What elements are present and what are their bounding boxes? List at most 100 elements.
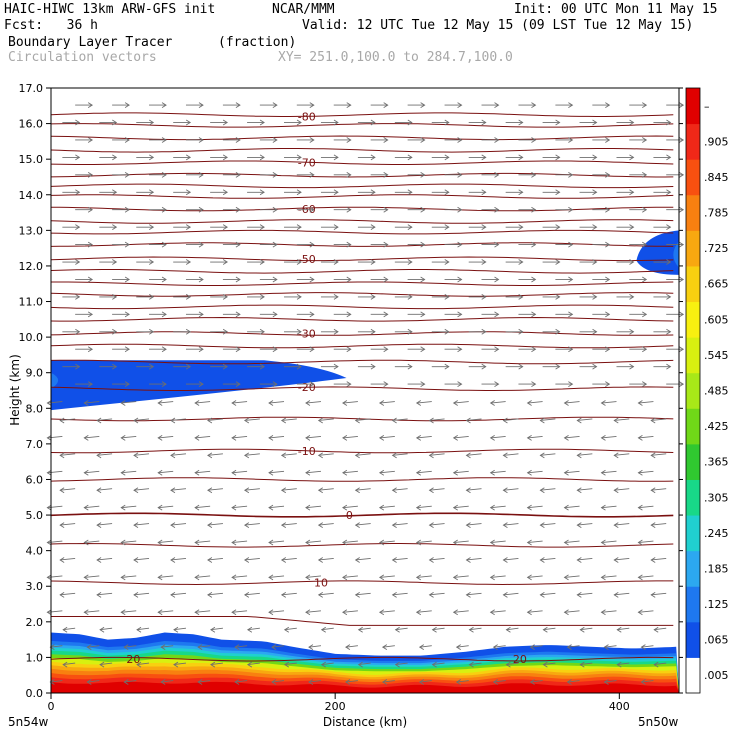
isotherm-label: -50: [298, 253, 316, 266]
circulation-vector: [284, 363, 302, 370]
circulation-vector: [354, 522, 371, 528]
circulation-vector: [394, 363, 413, 370]
colorbar-swatch: [686, 301, 700, 338]
circulation-vector: [378, 574, 395, 581]
circulation-vector: [244, 417, 260, 424]
circulation-vector: [268, 539, 285, 546]
circulation-vector: [62, 328, 81, 335]
circulation-vector: [112, 137, 130, 143]
isotherm-line: [50, 304, 674, 310]
circulation-vector: [468, 259, 487, 265]
circulation-vector: [566, 679, 580, 685]
circulation-vector: [247, 661, 260, 668]
circulation-vector: [579, 154, 598, 161]
circulation-vector: [407, 311, 426, 318]
colorbar-swatch: [686, 408, 700, 445]
circulation-vector: [305, 435, 321, 441]
circulation-vector: [600, 400, 617, 406]
isotherm-line: [50, 580, 674, 586]
circulation-vector: [283, 626, 297, 633]
circulation-vector: [280, 487, 297, 494]
circulation-vector: [370, 381, 389, 387]
circulation-vector: [542, 661, 556, 668]
circulation-vector: [444, 137, 463, 143]
circulation-vector: [268, 504, 285, 511]
circulation-vector: [592, 102, 611, 108]
circulation-vector: [231, 400, 248, 406]
circulation-vector: [555, 346, 574, 353]
circulation-vector: [555, 311, 574, 318]
isotherm-label: -80: [298, 110, 316, 123]
circulation-vector: [170, 522, 187, 528]
circulation-vector: [259, 171, 278, 178]
circulation-vector: [616, 328, 635, 335]
x-tick-label: 0: [48, 700, 55, 713]
circulation-vector: [317, 522, 334, 528]
circulation-vector: [444, 171, 463, 178]
y-tick-label: 15.0: [19, 153, 44, 166]
circulation-vector: [542, 154, 561, 161]
circulation-vector: [613, 452, 630, 459]
circulation-vector: [342, 435, 358, 441]
circulation-vector: [415, 469, 432, 476]
circulation-vector: [357, 294, 376, 300]
circulation-vector: [59, 591, 76, 598]
circulation-vector: [320, 189, 339, 196]
isotherm-label: -10: [298, 445, 316, 458]
circulation-vector: [468, 328, 487, 335]
circulation-vector: [431, 154, 450, 161]
circulation-vector: [518, 137, 537, 143]
circulation-vector: [207, 522, 223, 528]
circulation-vector: [666, 102, 685, 108]
circulation-vector: [640, 679, 654, 685]
circulation-vector: [616, 259, 635, 265]
circulation-vector: [489, 504, 506, 511]
field-name: Boundary Layer Tracer: [8, 35, 173, 50]
circulation-vector: [62, 363, 81, 370]
circulation-vector: [210, 154, 228, 161]
colorbar-label: .185: [704, 562, 729, 575]
circulation-vector: [160, 644, 174, 651]
circulation-vector: [112, 171, 130, 178]
circulation-vector: [579, 363, 598, 370]
colorbar-label: .005: [704, 669, 729, 682]
circulation-vector: [539, 487, 556, 494]
circulation-vector: [170, 452, 187, 459]
circulation-vector: [136, 626, 150, 633]
isotherm-line: [50, 386, 674, 391]
circulation-vector: [320, 661, 334, 668]
circulation-vector: [345, 679, 358, 685]
circulation-vector: [133, 417, 150, 424]
circulation-vector: [75, 102, 94, 108]
colorbar-swatch: [686, 159, 700, 196]
circulation-vector: [49, 644, 63, 651]
circulation-vector: [222, 346, 241, 353]
circulation-vector: [481, 276, 500, 283]
circulation-vector: [391, 557, 408, 563]
circulation-vector: [342, 609, 358, 616]
circulation-vector: [83, 574, 100, 581]
colorbar-swatch: [686, 443, 700, 480]
isotherm-line: [50, 343, 674, 349]
circulation-vector: [526, 504, 543, 511]
circulation-vector: [407, 381, 426, 387]
circulation-vector: [518, 241, 537, 248]
circulation-vector: [579, 119, 598, 126]
isotherm-line: [50, 359, 674, 365]
circulation-vector: [418, 679, 432, 685]
circulation-vector: [653, 259, 672, 265]
circulation-vector: [526, 400, 543, 406]
circulation-vector: [320, 154, 339, 161]
circulation-vector: [468, 661, 482, 668]
circulation-vector: [210, 119, 228, 126]
circulation-vector: [653, 661, 667, 668]
colorbar-frame: [685, 87, 701, 694]
circulation-vector: [468, 119, 487, 126]
circulation-vector: [357, 259, 376, 265]
colorbar-swatch: [686, 372, 700, 409]
circulation-vector: [391, 522, 408, 528]
circulation-vector: [492, 644, 506, 651]
circulation-vector: [616, 119, 635, 126]
circulation-vector: [345, 644, 358, 651]
circulation-vector: [120, 504, 137, 511]
